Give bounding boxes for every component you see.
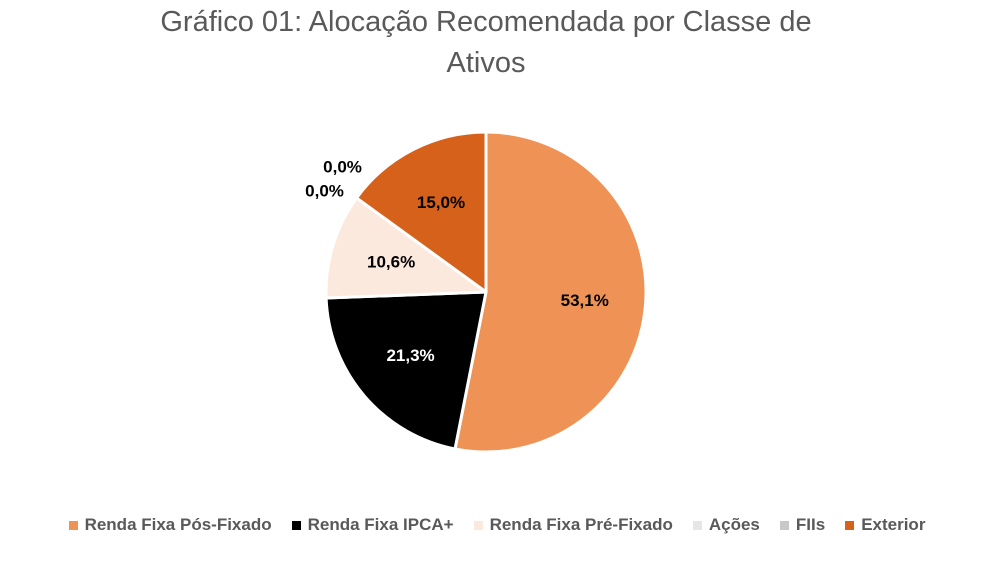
data-label-exterior: 15,0% <box>417 193 465 212</box>
legend-item-exterior: Exterior <box>845 515 925 535</box>
slice-renda-fixa-pos-fixado <box>453 130 648 454</box>
data-label-renda-fixa-pos-fixado: 53,1% <box>561 291 609 310</box>
chart-legend: Renda Fixa Pós-Fixado Renda Fixa IPCA+ Ren… <box>0 515 994 535</box>
legend-item-acoes: Ações <box>692 515 760 535</box>
data-label-renda-fixa-ipca: 21,3% <box>386 346 434 365</box>
legend-item-renda-fixa-pos-fixado: Renda Fixa Pós-Fixado <box>68 515 272 535</box>
slice-renda-fixa-ipca <box>324 290 488 451</box>
chart-title: Gráfico 01: Alocação Recomendada por Cla… <box>160 6 812 79</box>
legend-label: FIIs <box>795 515 826 534</box>
legend-item-fiis: FIIs <box>779 515 826 535</box>
legend-swatch <box>68 520 78 530</box>
slice-renda-fixa-pre-fixado <box>324 196 488 300</box>
pie-chart: 53,1% 21,3% 10,6% 0,0% 0,0% 15,0% <box>305 130 648 454</box>
legend-item-renda-fixa-ipca: Renda Fixa IPCA+ <box>291 515 454 535</box>
slice-exterior <box>355 130 488 294</box>
legend-swatch <box>845 520 855 530</box>
data-label-acoes: 0,0% <box>323 157 362 176</box>
data-label-renda-fixa-pre-fixado: 10,6% <box>367 253 415 272</box>
pie-data-labels: 53,1% 21,3% 10,6% 0,0% 0,0% 15,0% <box>305 157 609 364</box>
legend-swatch <box>291 520 301 530</box>
legend-label: Renda Fixa Pré-Fixado <box>489 515 673 534</box>
legend-swatch <box>692 520 702 530</box>
legend-item-renda-fixa-pre-fixado: Renda Fixa Pré-Fixado <box>473 515 673 535</box>
legend-label: Renda Fixa IPCA+ <box>307 515 454 534</box>
data-label-fiis: 0,0% <box>305 181 344 200</box>
legend-label: Renda Fixa Pós-Fixado <box>84 515 272 534</box>
legend-swatch <box>779 520 789 530</box>
pie-slices <box>324 130 648 454</box>
legend-label: Exterior <box>861 515 926 534</box>
legend-label: Ações <box>708 515 760 534</box>
legend-swatch <box>473 520 483 530</box>
